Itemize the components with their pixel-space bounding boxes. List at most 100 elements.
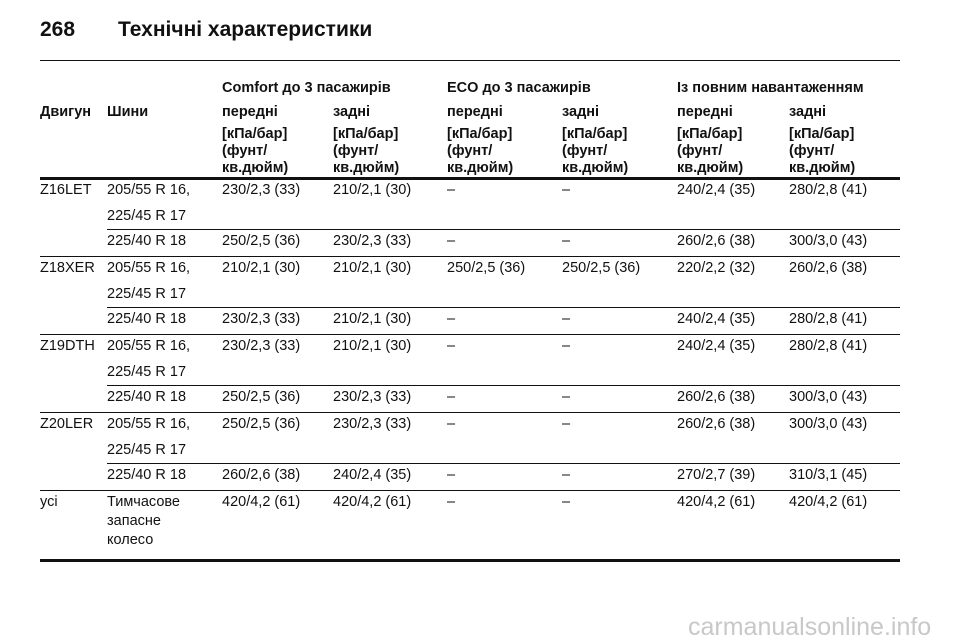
table-rule (40, 334, 900, 335)
header-rule (40, 60, 900, 61)
pressure: – (447, 311, 456, 327)
pressure: 250/2,5 (36) (562, 260, 641, 276)
pressure: 240/2,4 (35) (333, 467, 412, 483)
pressure: – (447, 467, 456, 483)
pressure: 230/2,3 (33) (222, 311, 301, 327)
pressure: 210/2,1 (30) (333, 182, 412, 198)
unit-label: [кПа/бар] (333, 126, 399, 142)
pressure: 250/2,5 (36) (222, 416, 301, 432)
unit-label: кв.дюйм) (677, 160, 744, 176)
pressure: 420/4,2 (61) (333, 494, 412, 510)
unit-label: кв.дюйм) (789, 160, 856, 176)
unit-label: кв.дюйм) (562, 160, 629, 176)
pressure: 210/2,1 (30) (333, 260, 412, 276)
pressure: – (447, 338, 456, 354)
pressure: 230/2,3 (33) (222, 338, 301, 354)
unit-label: [кПа/бар] (789, 126, 855, 142)
unit-label: [кПа/бар] (677, 126, 743, 142)
pressure: 260/2,6 (38) (222, 467, 301, 483)
pressure: 420/4,2 (61) (789, 494, 868, 510)
table-rule (40, 177, 900, 180)
sub-column-header: задні (333, 104, 371, 120)
pressure: 280/2,8 (41) (789, 338, 868, 354)
unit-label: кв.дюйм) (222, 160, 289, 176)
tyre: 225/40 R 18 (107, 467, 187, 483)
pressure: 240/2,4 (35) (677, 182, 756, 198)
tyre: 225/45 R 17 (107, 208, 187, 224)
pressure: 270/2,7 (39) (677, 467, 756, 483)
watermark: carmanualsonline.info (688, 613, 932, 641)
engine: Z20LER (40, 416, 94, 432)
table-rule (107, 307, 900, 308)
pressure: 260/2,6 (38) (677, 416, 756, 432)
tyre: 225/40 R 18 (107, 311, 187, 327)
engine: Z16LET (40, 182, 92, 198)
pressure: – (447, 494, 456, 510)
unit-label: [кПа/бар] (562, 126, 628, 142)
sub-column-header: передні (677, 104, 733, 120)
tyre: 205/55 R 16, (107, 416, 191, 432)
table-rule (40, 412, 900, 413)
pressure: 250/2,5 (36) (447, 260, 526, 276)
tyre: 225/40 R 18 (107, 233, 187, 249)
pressure: 260/2,6 (38) (677, 389, 756, 405)
pressure: 300/3,0 (43) (789, 416, 868, 432)
pressure: 300/3,0 (43) (789, 233, 868, 249)
unit-label: кв.дюйм) (447, 160, 514, 176)
pressure: 260/2,6 (38) (789, 260, 868, 276)
unit-label: (фунт/ (789, 143, 835, 159)
pressure: 210/2,1 (30) (222, 260, 301, 276)
unit-label: (фунт/ (677, 143, 723, 159)
pressure: 230/2,3 (33) (333, 233, 412, 249)
table-rule (40, 559, 900, 562)
pressure: 240/2,4 (35) (677, 311, 756, 327)
group-header: Із повним навантаженням (677, 80, 864, 96)
engine: усі (40, 494, 58, 510)
page-title: Технічні характеристики (118, 18, 373, 41)
table-rule (107, 463, 900, 464)
pressure: – (447, 389, 456, 405)
unit-label: кв.дюйм) (333, 160, 400, 176)
tyre: 225/45 R 17 (107, 364, 187, 380)
pressure: – (562, 389, 571, 405)
sub-column-header: задні (562, 104, 600, 120)
pressure: – (447, 182, 456, 198)
pressure: – (562, 311, 571, 327)
engine: Z18XER (40, 260, 95, 276)
tyre: запасне (107, 513, 161, 529)
pressure: 420/4,2 (61) (677, 494, 756, 510)
unit-label: (фунт/ (333, 143, 379, 159)
pressure: 210/2,1 (30) (333, 311, 412, 327)
unit-label: (фунт/ (562, 143, 608, 159)
pressure: 220/2,2 (32) (677, 260, 756, 276)
pressure: – (562, 182, 571, 198)
table-rule (107, 229, 900, 230)
pressure: 260/2,6 (38) (677, 233, 756, 249)
pressure: 250/2,5 (36) (222, 233, 301, 249)
sub-column-header: задні (789, 104, 827, 120)
tyre: 225/40 R 18 (107, 389, 187, 405)
tyre: 225/45 R 17 (107, 442, 187, 458)
tyre: 225/45 R 17 (107, 286, 187, 302)
pressure: 280/2,8 (41) (789, 182, 868, 198)
page-number: 268 (40, 18, 76, 41)
pressure: 280/2,8 (41) (789, 311, 868, 327)
group-header: ECO до 3 пасажирів (447, 80, 591, 96)
table-rule (107, 385, 900, 386)
pressure: 230/2,3 (33) (333, 389, 412, 405)
sub-column-header: передні (447, 104, 503, 120)
unit-label: [кПа/бар] (222, 126, 288, 142)
pressure: 230/2,3 (33) (333, 416, 412, 432)
tyre: Тимчасове (107, 494, 180, 510)
unit-label: (фунт/ (447, 143, 493, 159)
column-header: Двигун (40, 104, 92, 120)
engine: Z19DTH (40, 338, 95, 354)
pressure: 310/3,1 (45) (789, 467, 868, 483)
pressure: – (562, 233, 571, 249)
group-header: Comfort до 3 пасажирів (222, 80, 391, 96)
pressure: 230/2,3 (33) (222, 182, 301, 198)
pressure: – (447, 233, 456, 249)
pressure: – (562, 467, 571, 483)
column-header: Шини (107, 104, 149, 120)
